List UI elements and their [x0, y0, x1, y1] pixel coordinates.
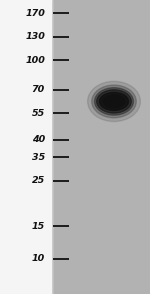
- Text: 130: 130: [25, 32, 45, 41]
- Bar: [0, 0, 52, 294]
- Text: 170: 170: [25, 9, 45, 18]
- Text: 25: 25: [32, 176, 45, 185]
- Ellipse shape: [94, 88, 134, 115]
- Ellipse shape: [88, 81, 140, 121]
- Ellipse shape: [103, 95, 125, 108]
- Text: 55: 55: [32, 109, 45, 118]
- Text: 40: 40: [32, 135, 45, 144]
- Bar: [52, 0, 150, 294]
- Ellipse shape: [92, 85, 136, 118]
- Text: 15: 15: [32, 222, 45, 231]
- Text: 100: 100: [25, 56, 45, 65]
- Text: 35: 35: [32, 153, 45, 162]
- Ellipse shape: [97, 90, 131, 113]
- Ellipse shape: [99, 92, 129, 111]
- Text: 70: 70: [32, 85, 45, 94]
- Text: 10: 10: [32, 254, 45, 263]
